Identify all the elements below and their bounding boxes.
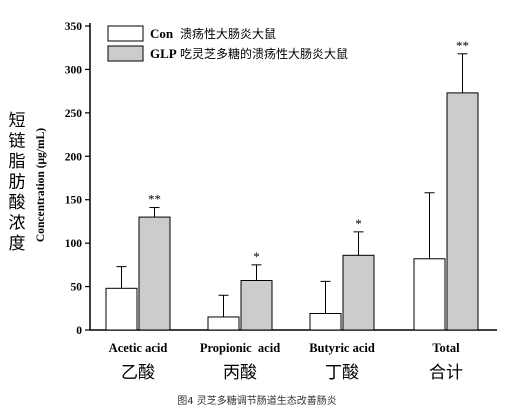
bar-glp-2 [342,254,375,331]
legend-label-glp-en: GLP [150,46,177,61]
bar-glp-1 [240,279,273,331]
significance-label: ** [148,192,161,207]
y-tick-label: 150 [65,195,83,207]
significance-label: * [355,216,362,231]
x-tick-labels: Acetic acid 乙酸 Propionic acid 丙酸 Butyric aci… [109,341,463,383]
bar-con-2 [309,312,342,331]
y-tick-label: 300 [65,64,83,76]
significance-label: * [253,249,260,264]
bar-glp-0 [138,216,171,331]
y-tick-label: 50 [71,282,83,294]
y-tick-label: 0 [76,325,82,337]
legend-label-con-zh: 溃疡性大肠炎大鼠 [180,26,276,41]
y-tick-label: 100 [65,238,83,250]
bar-con-0 [105,287,138,331]
x-tick-label-en: Butyric acid [309,341,375,355]
x-tick-label-en: Total [432,341,460,355]
bars: ****** [105,38,479,331]
y-ticks: 0 50 100 150 200 250 300 350 [65,21,90,337]
x-tick-label-en: Propionic acid [200,341,280,355]
figure-caption: 图4 灵芝多糖调节肠道生态改善肠炎 [177,394,337,407]
x-tick-label-zh: 丙酸 [223,363,257,383]
x-tick-label-zh: 乙酸 [121,363,155,383]
y-tick-label: 250 [65,108,83,120]
y-axis-title: Concentration (μg/mL) [35,128,47,242]
x-tick-label-zh: 合计 [429,363,463,383]
y-tick-label: 200 [65,151,83,163]
legend-label-con-en: Con [150,26,174,41]
legend-swatch-glp [107,45,144,62]
bar-glp-3 [446,92,479,331]
y-axis-title-zh: 短链脂肪酸浓度 [9,111,26,254]
x-tick-label-zh: 丁酸 [325,363,359,383]
x-tick-label-en: Acetic acid [109,341,168,355]
bar-con-3 [413,258,446,331]
legend-label-glp-zh: 吃灵芝多糖的溃疡性大肠炎大鼠 [180,46,348,61]
significance-label: ** [456,38,469,53]
legend: Con 溃疡性大肠炎大鼠 GLP 吃灵芝多糖的溃疡性大肠炎大鼠 [107,25,348,62]
legend-swatch-con [107,25,144,42]
y-tick-label: 350 [65,21,83,33]
bar-con-1 [207,316,240,331]
